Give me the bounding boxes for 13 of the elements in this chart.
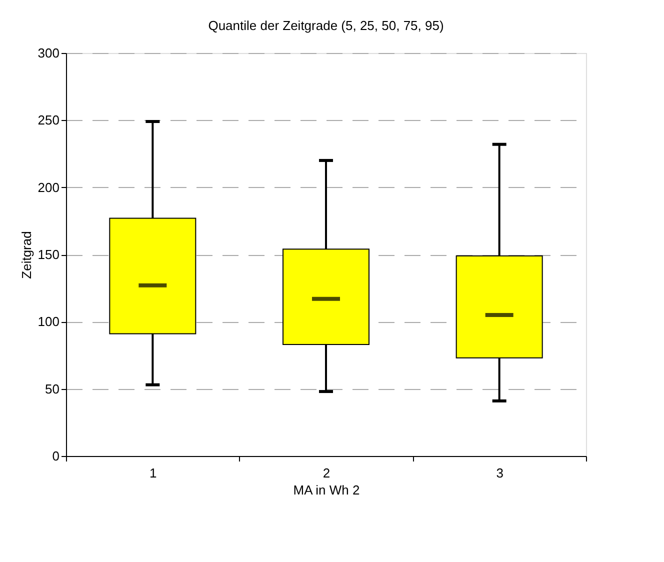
y-tick-label: 100 <box>38 314 60 330</box>
chart-title: Quantile der Zeitgrade (5, 25, 50, 75, 95) <box>208 18 444 33</box>
y-tick-label: 200 <box>38 180 60 195</box>
y-tick-label: 150 <box>38 247 60 262</box>
y-axis-title: Zeitgrad <box>18 231 34 279</box>
y-tick-label: 50 <box>45 381 60 396</box>
x-tick-label: 3 <box>496 466 504 480</box>
y-tick-label: 250 <box>38 112 60 128</box>
y-tick-label: 0 <box>52 448 60 464</box>
x-tick-label: 2 <box>322 466 330 480</box>
x-axis-title: MA in Wh 2 <box>293 482 360 498</box>
x-tick-label: 1 <box>150 466 157 480</box>
y-tick-label: 300 <box>38 46 60 60</box>
